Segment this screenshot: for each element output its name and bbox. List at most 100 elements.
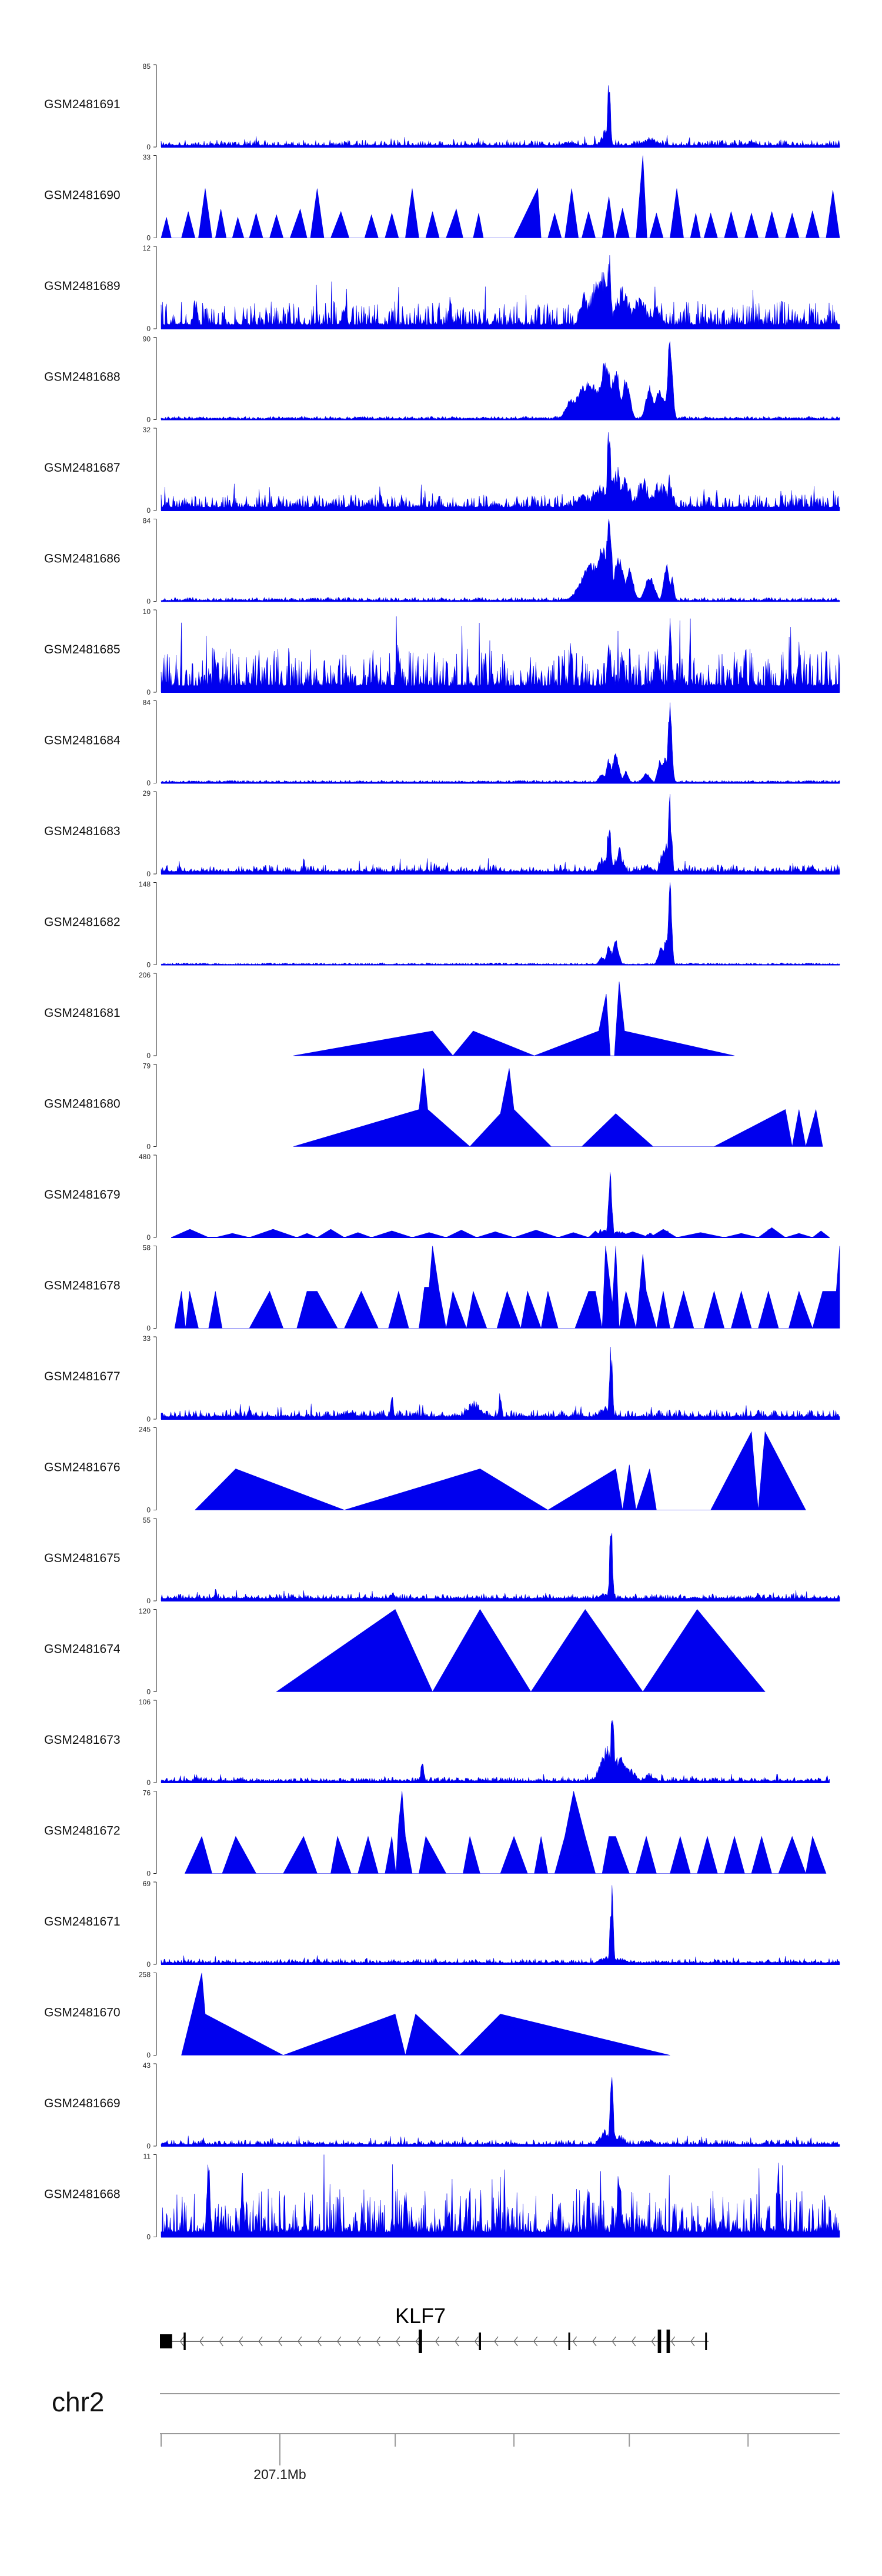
track-GSM2481685: GSM2481685 10 0 [44,608,840,696]
strand-arrow [415,2336,420,2347]
y-max-label: 12 [143,244,151,252]
track-label: GSM2481668 [44,2188,121,2201]
gene-exon [666,2330,670,2353]
strand-arrow [317,2336,322,2347]
signal-area [161,882,840,965]
y-zero-label: 0 [146,2142,151,2150]
gene-exon [705,2333,707,2350]
signal-area [174,1246,840,1329]
gene-exon [160,2334,172,2348]
track-GSM2481672: GSM2481672 76 0 [44,1789,827,1878]
track-label: GSM2481690 [44,189,121,202]
signal-area [181,1973,670,2056]
track-label: GSM2481675 [44,1551,121,1565]
strand-arrow [651,2336,656,2347]
y-max-label: 33 [143,1334,151,1343]
signal-area [161,2154,840,2237]
track-label: GSM2481671 [44,1915,121,1928]
y-zero-label: 0 [146,598,151,606]
signal-area [316,1229,345,1238]
strand-arrow [632,2336,636,2347]
axis-layer: chr2 207.1Mb [52,2387,840,2482]
signal-area [249,1229,297,1238]
y-zero-label: 0 [146,1143,151,1151]
track-label: GSM2481676 [44,1461,121,1474]
strand-arrow [474,2336,479,2347]
y-max-label: 29 [143,789,151,798]
y-zero-label: 0 [146,2233,151,2241]
track-GSM2481669: GSM2481669 43 0 [44,2061,840,2150]
signal-area [649,1229,677,1238]
track-GSM2481676: GSM2481676 245 0 [44,1426,806,1514]
signal-area [812,1230,830,1238]
track-label: GSM2481673 [44,1733,121,1747]
chromosome-label: chr2 [52,2387,104,2417]
y-max-label: 55 [143,1516,151,1524]
track-GSM2481691: GSM2481691 85 0 [44,62,840,151]
track-GSM2481678: GSM2481678 58 0 [44,1244,840,1333]
signal-area [476,1231,514,1238]
track-GSM2481668: GSM2481668 11 0 [44,2153,840,2241]
strand-arrow [513,2336,518,2347]
strand-arrow [533,2336,538,2347]
y-zero-label: 0 [146,234,151,242]
y-max-label: 76 [143,1789,151,1797]
y-max-label: 258 [139,1971,151,1979]
gene-exon [657,2330,662,2353]
strand-arrow [199,2336,204,2347]
signal-area [724,1233,759,1238]
signal-area [371,1230,413,1238]
strand-arrow [494,2336,499,2347]
signal-area [194,1431,806,1510]
track-label: GSM2481670 [44,2006,121,2020]
y-max-label: 11 [143,2153,151,2161]
track-label: GSM2481669 [44,2097,121,2110]
track-GSM2481686: GSM2481686 84 0 [44,517,840,606]
gene-layer: KLF7 [160,2304,709,2353]
y-zero-label: 0 [146,1597,151,1605]
strand-arrow [219,2336,223,2347]
gene-name: KLF7 [395,2304,446,2328]
y-max-label: 84 [143,699,151,707]
y-zero-label: 0 [146,870,151,878]
signal-area [161,1885,840,1965]
y-max-label: 69 [143,1880,151,1888]
track-GSM2481680: GSM2481680 79 0 [44,1062,823,1151]
track-GSM2481675: GSM2481675 55 0 [44,1516,840,1605]
track-GSM2481683: GSM2481683 29 0 [44,789,840,878]
y-max-label: 33 [143,154,151,162]
y-zero-label: 0 [146,688,151,696]
strand-arrow [670,2336,676,2347]
track-GSM2481689: GSM2481689 12 0 [44,244,840,333]
y-max-label: 79 [143,1062,151,1070]
strand-arrow [592,2336,597,2347]
signal-area [558,1232,589,1238]
y-zero-label: 0 [146,1778,151,1787]
track-label: GSM2481685 [44,643,121,656]
strand-arrow [336,2336,342,2347]
track-label: GSM2481677 [44,1370,121,1383]
track-GSM2481684: GSM2481684 84 0 [44,699,840,788]
strand-arrow [356,2336,361,2347]
strand-arrow [238,2336,243,2347]
y-max-label: 148 [139,880,151,889]
gene-exon [419,2330,422,2353]
signal-area [676,1232,724,1238]
y-zero-label: 0 [146,1960,151,1968]
strand-arrow [572,2336,577,2347]
y-max-label: 106 [139,1698,151,1706]
y-max-label: 206 [139,971,151,979]
strand-arrow [435,2336,440,2347]
signal-area [293,1068,823,1147]
track-GSM2481673: GSM2481673 106 0 [44,1698,830,1787]
track-GSM2481687: GSM2481687 32 0 [44,426,840,515]
signal-area [215,1233,250,1238]
signal-area [757,1227,786,1238]
signal-area [171,1229,209,1238]
y-max-label: 58 [143,1244,151,1252]
strand-arrow [612,2336,616,2347]
strand-arrow [298,2336,302,2347]
y-zero-label: 0 [146,1415,151,1423]
